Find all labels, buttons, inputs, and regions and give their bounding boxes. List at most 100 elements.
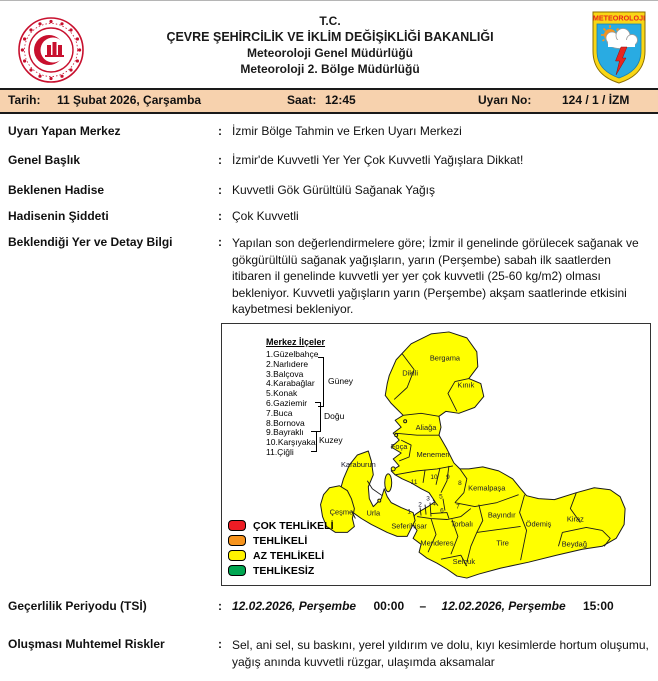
group-label: Doğu (324, 411, 345, 421)
legend-item: TEHLİKESİZ (228, 563, 334, 578)
legend-swatch-yellow (228, 549, 246, 562)
district-label: Dikili (402, 369, 418, 378)
district-label: Selçuk (453, 557, 476, 566)
validity-separator: – (419, 599, 427, 613)
district-number: 11 (411, 479, 418, 486)
district-label: Ödemiş (526, 519, 552, 528)
field-colon: : (218, 124, 222, 138)
izmir-district-map-svg: Bergama Dikili Kınık Aliağa Foça Menemen… (320, 331, 626, 579)
district-label: Bayındır (488, 511, 516, 520)
validity-start-time: 00:00 (373, 599, 405, 613)
field-colon: : (218, 209, 222, 223)
ministry-seal-logo (16, 15, 86, 90)
district-label: Karaburun (341, 460, 376, 469)
risk-legend: ÇOK TEHLİKELİ TEHLİKELİ AZ TEHLİKELİ TEH… (228, 518, 334, 578)
list-item: 3.Balçova (266, 368, 304, 379)
legend-label: TEHLİKESİZ (253, 564, 315, 577)
field-validity-period: Geçerlilik Periyodu (TSİ) : 12.02.2026, … (8, 599, 652, 613)
district-number: 8 (458, 480, 462, 487)
seal-crescent-emblem (34, 35, 66, 65)
district-label: Bergama (430, 354, 461, 363)
district-number: 1 (407, 509, 411, 516)
meteorology-shield-logo: METEOROLOJI (590, 9, 648, 92)
list-item: 2.Narlıdere (266, 358, 309, 369)
field-value: İzmir Bölge Tahmin ve Erken Uyarı Merkez… (232, 124, 462, 138)
validity-value: 12.02.2026, Perşembe 00:00 – 12.02.2026,… (232, 599, 652, 613)
legend-item: TEHLİKELİ (228, 533, 334, 548)
district-label: Menemen (416, 450, 449, 459)
header-ministry: ÇEVRE ŞEHİRCİLİK VE İKLİM DEĞİŞİKLİĞİ BA… (166, 30, 494, 44)
validity-end-time: 15:00 (582, 599, 614, 613)
validity-start-date: 12.02.2026, Perşembe (232, 599, 357, 613)
header-tc: T.C. (319, 14, 341, 28)
risks-value: Sel, ani sel, su baskını, yerel yıldırım… (232, 638, 649, 669)
district-label: Torbalı (451, 519, 473, 528)
shield-title: METEOROLOJI (593, 14, 645, 23)
field-general-title: Genel Başlık : İzmir'de Kuvvetli Yer Yer… (8, 153, 652, 167)
mainland-shape (384, 331, 626, 579)
field-label: Geçerlilik Periyodu (TSİ) (8, 599, 147, 613)
field-value: Çok Kuvvetli (232, 209, 299, 223)
district-number: 6 (440, 508, 444, 515)
cesme-shape (320, 485, 355, 533)
field-possible-risks: Oluşması Muhtemel Riskler : Sel, ani sel… (8, 637, 652, 671)
field-label: Uyarı Yapan Merkez (8, 124, 121, 138)
date-label: Tarih: (8, 93, 41, 107)
legend-label: TEHLİKELİ (253, 534, 308, 547)
district-label: Aliağa (416, 423, 438, 432)
list-item: 11.Çiğli (266, 446, 294, 457)
field-expected-event: Beklenen Hadise : Kuvvetli Gök Gürültülü… (8, 183, 652, 197)
cloud-icon (605, 28, 638, 49)
field-colon: : (218, 235, 222, 249)
legend-item: AZ TEHLİKELİ (228, 548, 334, 563)
district-label: Foça (391, 442, 408, 451)
legend-label: AZ TEHLİKELİ (253, 549, 325, 562)
legend-swatch-orange (228, 534, 246, 547)
group-bracket-kuzey (311, 431, 317, 452)
list-item: 10.Karşıyaka (266, 437, 316, 448)
izmir-warning-map: Bergama Dikili Kınık Aliağa Foça Menemen… (221, 323, 651, 586)
list-item: 5.Konak (266, 388, 298, 399)
field-value: İzmir'de Kuvvetli Yer Yer Çok Kuvvetli Y… (232, 153, 524, 167)
field-colon: : (218, 637, 222, 651)
list-item: 6.Gaziemir (266, 397, 308, 408)
district-label: Tire (496, 538, 509, 547)
warning-no-value: 124 / 1 / İZM (562, 93, 630, 107)
peninsula-shape (338, 450, 416, 537)
time-value: 12:45 (325, 93, 356, 107)
central-districts-list: Merkez İlçeler 1.Güzelbahçe 2.Narlıdere … (266, 337, 325, 458)
validity-end-date: 12.02.2026, Perşembe (441, 599, 566, 613)
district-number: 5 (439, 494, 443, 501)
group-label: Kuzey (319, 435, 343, 445)
field-detail-info: Beklendiği Yer ve Detay Bilgi : Yapılan … (8, 235, 652, 318)
district-label: Çeşme (330, 508, 354, 517)
list-item: 4.Karabağlar (266, 378, 315, 389)
header-regional-office: Meteoroloji 2. Bölge Müdürlüğü (240, 62, 420, 76)
central-districts-title: Merkez İlçeler (266, 337, 326, 347)
date-value: 11 Şubat 2026, Çarşamba (57, 93, 202, 107)
field-label: Genel Başlık (8, 153, 81, 167)
document-header: T.C. ÇEVRE ŞEHİRCİLİK VE İKLİM DEĞİŞİKLİ… (110, 14, 550, 78)
group-bracket-guney (318, 357, 324, 407)
legend-swatch-red (228, 519, 246, 532)
list-item: 7.Buca (266, 407, 293, 418)
group-bracket-dogu (315, 402, 321, 432)
legend-item: ÇOK TEHLİKELİ (228, 518, 334, 533)
field-warning-center: Uyarı Yapan Merkez : İzmir Bölge Tahmin … (8, 124, 652, 138)
warning-no-label: Uyarı No: (478, 93, 532, 107)
legend-swatch-green (228, 564, 246, 577)
district-label: Kemalpaşa (468, 484, 506, 493)
field-label: Oluşması Muhtemel Riskler (8, 637, 165, 651)
field-colon: : (218, 183, 222, 197)
district-number: 3 (426, 496, 430, 503)
list-item: 8.Bornova (266, 417, 305, 428)
field-value: Kuvvetli Gök Gürültülü Sağanak Yağış (232, 183, 436, 197)
district-label: Kiraz (567, 514, 584, 523)
district-number: 7 (456, 504, 460, 511)
district-number: 4 (432, 501, 436, 508)
district-label: Urla (366, 509, 381, 518)
time-label: Saat: (287, 93, 317, 107)
lightning-icon (615, 46, 628, 76)
field-label: Beklendiği Yer ve Detay Bilgi (8, 235, 173, 249)
